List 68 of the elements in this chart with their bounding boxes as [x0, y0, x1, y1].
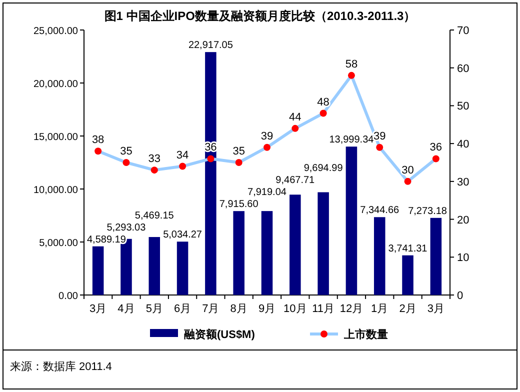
data-label: 7,915.60 [219, 199, 259, 210]
bar [374, 217, 386, 295]
bar [290, 194, 301, 295]
y2-tick-label: 30 [457, 176, 470, 188]
y-tick-label: 0.00 [58, 291, 78, 302]
x-tick-label: 2月 [399, 303, 416, 315]
data-label: 30 [402, 164, 414, 176]
x-tick-label: 10月 [284, 303, 307, 315]
bar [233, 211, 244, 295]
bar [318, 192, 329, 295]
data-label: 44 [289, 111, 302, 124]
title: 图1 中国企业IPO数量及融资额月度比较（2010.3-2011.3） [104, 9, 416, 23]
x-tick-label: 4月 [118, 303, 135, 315]
data-label: 39 [373, 130, 386, 142]
y-tick-label: 15,000.00 [34, 132, 78, 143]
data-label: 7,919.04 [248, 187, 287, 198]
y2-tick-label: 70 [457, 25, 470, 37]
y2-tick-label: 10 [457, 252, 470, 264]
data-label: 3,741.31 [388, 243, 428, 254]
bar [402, 255, 414, 295]
data-label: 38 [92, 134, 104, 146]
x-tick-label: 5月 [146, 303, 163, 315]
y2-tick-label: 0 [457, 290, 464, 302]
x-tick-label: 7月 [202, 303, 220, 315]
bar [148, 237, 160, 295]
data-label: 36 [430, 142, 442, 154]
bar [346, 146, 358, 295]
annotation: 来源：数据库 2011.4 [10, 361, 112, 373]
x-tick-label: 11月 [312, 303, 335, 315]
x-tick-label: 8月 [230, 303, 248, 315]
data-label: 35 [232, 146, 245, 158]
bar [430, 218, 442, 295]
y-tick-label: 20,000.00 [34, 79, 78, 90]
y-tick-label: 10,000.00 [34, 185, 78, 196]
legend-label: 上市数量 [343, 328, 388, 341]
x-tick-label: 1月 [371, 303, 388, 315]
data-label: 4,589.19 [87, 234, 126, 246]
data-label: 7,344.66 [360, 205, 400, 216]
data-label: 39 [260, 130, 274, 142]
y2-tick-label: 60 [457, 62, 470, 75]
data-label: 22,917.05 [188, 40, 234, 52]
bar [92, 246, 104, 295]
y2-tick-label: 40 [457, 138, 470, 151]
bar [176, 242, 188, 295]
y2-tick-label: 50 [457, 100, 470, 113]
data-label: 33 [148, 153, 161, 166]
data-label: 58 [345, 58, 358, 70]
legend-label: 融资额(US$M) [184, 328, 256, 341]
x-tick-label: 9月 [258, 303, 276, 315]
data-label: 7,273.18 [408, 206, 448, 217]
x-tick-label: 3月 [90, 303, 107, 315]
data-label: 5,034.27 [163, 230, 202, 241]
data-label: 34 [176, 149, 189, 162]
bar [261, 211, 273, 295]
y-tick-label: 25,000.00 [34, 26, 78, 37]
data-label: 5,293.03 [106, 222, 146, 234]
data-label: 9,694.99 [304, 163, 344, 174]
data-label: 9,467.71 [276, 175, 316, 186]
x-tick-label: 6月 [174, 303, 192, 315]
x-tick-label: 3月 [427, 303, 444, 315]
data-label: 13,999.34 [329, 134, 374, 146]
y2-tick-label: 20 [457, 214, 470, 226]
data-label: 5,469.15 [134, 210, 174, 222]
bar [205, 52, 216, 295]
y-tick-label: 5,000.00 [39, 238, 78, 249]
data-label: 48 [317, 96, 330, 108]
x-tick-label: 12月 [340, 303, 364, 315]
data-label: 35 [120, 146, 132, 158]
